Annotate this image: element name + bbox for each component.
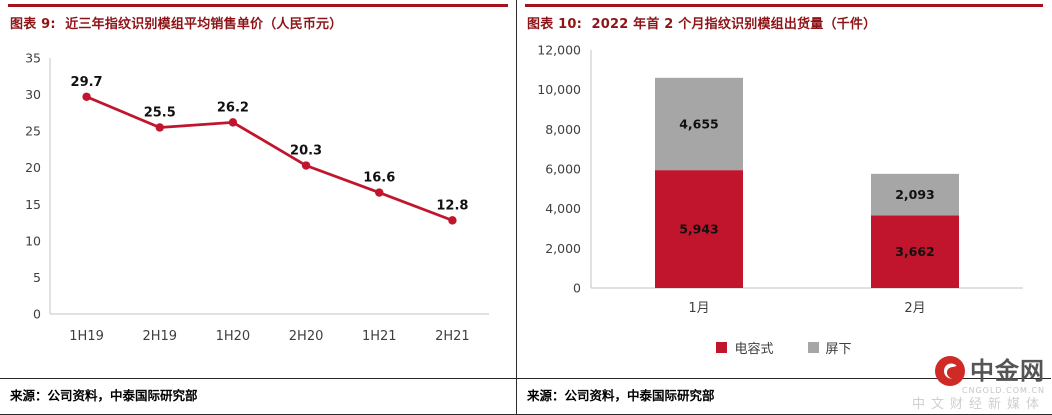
- figure-9-source: 来源：公司资料，中泰国际研究部: [0, 378, 516, 414]
- y-tick-label: 25: [25, 124, 41, 139]
- y-tick-label: 6,000: [545, 162, 581, 177]
- legend-label: 电容式: [734, 342, 774, 357]
- y-tick-label: 10: [25, 233, 41, 248]
- data-label: 12.8: [436, 198, 468, 213]
- y-tick-label: 4,000: [545, 201, 581, 216]
- x-tick-label: 2H21: [435, 329, 470, 344]
- x-tick-label: 2月: [904, 301, 925, 316]
- data-label: 29.7: [71, 75, 103, 90]
- legend-item: 电容式: [716, 338, 774, 357]
- y-tick-label: 35: [25, 51, 41, 66]
- y-tick-label: 20: [25, 160, 41, 175]
- x-tick-label: 2H20: [289, 329, 324, 344]
- data-label: 20.3: [290, 144, 322, 159]
- y-tick-label: 15: [25, 197, 41, 212]
- data-label: 25.5: [144, 105, 176, 120]
- x-tick-label: 2H19: [142, 329, 177, 344]
- y-tick-label: 5: [33, 270, 41, 285]
- data-label: 26.2: [217, 100, 249, 115]
- data-point: [448, 216, 457, 225]
- legend-item: 屏下: [807, 338, 852, 357]
- cngold-domain: CNGOLD.COM.CN: [961, 385, 1045, 395]
- y-tick-label: 10,000: [537, 82, 581, 97]
- x-tick-label: 1H20: [216, 329, 251, 344]
- bar-segment: [655, 77, 743, 171]
- cngold-brand-name: 中金网: [970, 356, 1045, 385]
- bar-segment: [871, 173, 959, 216]
- cngold-logo-icon: [935, 355, 965, 386]
- legend-swatch: [807, 342, 819, 353]
- data-point: [82, 92, 91, 101]
- figure-10-source: 来源：公司资料，中泰国际研究部: [517, 378, 1051, 414]
- x-tick-label: 1H21: [362, 329, 397, 344]
- figure-9-top-rule: [8, 4, 508, 7]
- price-trend-line: [86, 95, 453, 222]
- cngold-watermark: 中金网 CNGOLD.COM.CN 中文财经新媒体: [911, 355, 1045, 412]
- figure-10-top-rule: [525, 4, 1043, 7]
- panel-figure-9: 图表 9: 近三年指纹识别模组平均销售单价（人民币元） 0 5 10 15 20 25 30…: [0, 0, 517, 414]
- y-tick-label: 0: [33, 307, 41, 322]
- bar-value-label: 3,662: [895, 244, 935, 259]
- cngold-brand-row: 中金网: [912, 355, 1045, 386]
- panel-figure-10: 图表 10: 2022 年首 2 个月指纹识别模组出货量（千件） 0 2,000 4…: [517, 0, 1051, 414]
- data-point: [301, 161, 311, 170]
- bar-value-label: 2,093: [895, 187, 935, 202]
- y-tick-label: 30: [25, 87, 41, 102]
- data-point: [375, 188, 384, 197]
- y-tick-label: 8,000: [545, 122, 581, 137]
- figure-10-title: 图表 10: 2022 年首 2 个月指纹识别模组出货量（千件）: [527, 17, 877, 32]
- y-tick-label: 2,000: [545, 241, 581, 256]
- data-point: [228, 118, 238, 127]
- x-tick-label: 1月: [688, 301, 709, 316]
- y-tick-label: 0: [573, 281, 581, 296]
- bar-value-label: 4,655: [679, 116, 719, 131]
- bar-chart-legend: 电容式 屏下: [517, 338, 1051, 357]
- data-point: [155, 123, 164, 132]
- legend-swatch: [716, 342, 728, 353]
- data-label: 16.6: [363, 171, 395, 186]
- cngold-tagline: 中文财经新媒体: [911, 396, 1045, 412]
- bar-value-label: 5,943: [679, 222, 719, 237]
- x-tick-label: 1H19: [69, 329, 104, 344]
- line-chart-svg: 0 5 10 15 20 25 30 35 29.7 1H19 25.5 2H19 26.2 1H20 20…: [25, 51, 489, 344]
- figure-9-title: 图表 9: 近三年指纹识别模组平均销售单价（人民币元）: [10, 17, 343, 32]
- legend-label: 屏下: [825, 342, 852, 357]
- y-tick-label: 12,000: [537, 43, 581, 58]
- bar-segment: [655, 170, 743, 288]
- line-chart-avg-selling-price: 0 5 10 15 20 25 30 35 29.7 1H19 25.5 2H19 26.2 1H20 20…: [6, 34, 516, 366]
- bar-chart-svg: 0 2,000 4,000 6,000 8,000 10,000 12,000 5,943 4,…: [537, 43, 1023, 316]
- stacked-bar-chart-shipments: 0 2,000 4,000 6,000 8,000 10,000 12,000 5,943 4,…: [523, 34, 1051, 336]
- bar-segment: [871, 215, 959, 288]
